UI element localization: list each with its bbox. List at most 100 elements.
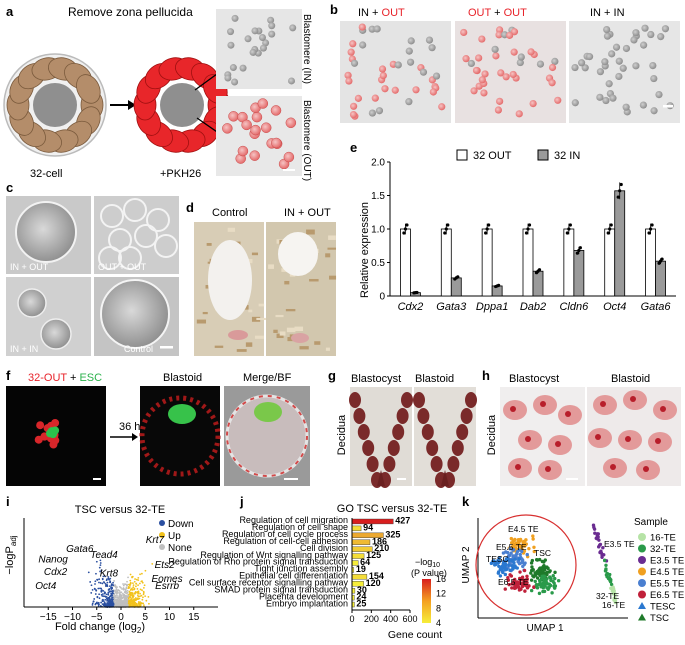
implantation-site <box>595 434 601 440</box>
i-point <box>140 580 143 583</box>
i-point <box>121 599 124 602</box>
i-point <box>114 602 116 604</box>
i-point <box>98 593 101 596</box>
i-point <box>129 581 132 584</box>
out-cell <box>529 99 537 108</box>
blastocyst-control <box>100 279 170 349</box>
e-data-point <box>565 231 569 235</box>
k-point <box>535 558 540 562</box>
e-data-point <box>616 195 620 199</box>
i-point <box>101 600 104 603</box>
i-point <box>111 600 114 603</box>
out-cell <box>378 65 387 73</box>
j-category-label: Regulation of Wnt signalling pathway <box>200 550 348 560</box>
label-blastomere-in: Blastomere (IN) <box>301 14 312 84</box>
k-point <box>531 537 535 541</box>
i-point <box>140 572 143 575</box>
e-data-point <box>606 231 610 235</box>
panel-a: a Remove zona pellucida 32-cell +PKH26 B… <box>3 4 312 181</box>
k-point <box>537 578 542 583</box>
e-data-point <box>650 223 654 227</box>
in-cell <box>649 61 657 70</box>
k-point <box>519 587 523 591</box>
j-value-label: 30 <box>357 585 367 595</box>
esc-cell-green <box>46 429 55 438</box>
bedding-chip <box>254 335 264 339</box>
j-category-label: Epithelial cell differentiation <box>239 571 348 581</box>
out-cell <box>391 86 399 94</box>
i-point <box>136 594 139 597</box>
i-point <box>137 576 140 579</box>
k-legend-label: TESC <box>650 602 675 613</box>
i-point <box>131 591 133 594</box>
k-ylabel: UMAP 2 <box>461 546 472 583</box>
i-point <box>100 593 103 596</box>
k-point <box>516 560 520 564</box>
e-data-point <box>456 275 460 279</box>
i-point <box>109 595 112 597</box>
i-gene-label: Eomes <box>152 574 183 585</box>
j-x-tick-label: 400 <box>383 614 398 624</box>
k-point <box>596 545 601 549</box>
in-cell <box>655 90 663 99</box>
e-data-point <box>446 223 450 227</box>
k-point <box>529 561 534 565</box>
k-point <box>529 578 534 582</box>
out-cell <box>350 102 358 110</box>
k-point <box>535 586 540 590</box>
k-legend-marker <box>638 556 646 564</box>
k-point <box>595 532 600 536</box>
i-point <box>99 582 102 584</box>
i-point <box>100 587 103 590</box>
j-category-label: Regulation of cell-cell adhesion <box>223 536 348 546</box>
i-point <box>110 586 112 589</box>
i-point <box>103 602 106 605</box>
arrow-a1-head <box>128 100 136 110</box>
label-d-control: Control <box>212 207 247 219</box>
k-point <box>543 581 548 585</box>
in-cell <box>647 30 655 39</box>
i-gene-label: Gata6 <box>66 544 94 555</box>
in-cell <box>350 59 359 67</box>
legend-swatch-32in <box>537 149 549 161</box>
k-xlabel: UMAP 1 <box>526 623 563 634</box>
i-point <box>112 590 115 592</box>
i-point <box>98 566 101 569</box>
i-point <box>129 579 132 582</box>
scale-bar-h <box>566 478 578 480</box>
i-point <box>127 594 130 597</box>
e-data-point <box>403 227 408 231</box>
scale-bar-a <box>283 169 295 171</box>
k-point <box>507 554 511 558</box>
i-point <box>142 602 145 605</box>
legend-label-32out: 32 OUT <box>473 150 512 162</box>
j-colorbar-tick-label: 4 <box>436 618 441 628</box>
bedding-chip <box>284 280 290 285</box>
decidua-swelling <box>430 456 443 472</box>
in-cell <box>639 101 647 109</box>
i-xlabel: Fold change (log2) <box>55 621 145 635</box>
k-point <box>493 560 498 564</box>
j-category-label: Regulation of Rho protein signal transdu… <box>168 557 348 567</box>
i-point <box>123 599 126 601</box>
in-cell <box>268 30 276 38</box>
k-point <box>599 549 603 553</box>
i-point <box>126 584 128 587</box>
i-point <box>139 601 142 603</box>
panel-d: d Control IN + OUT <box>186 200 337 356</box>
merge-red-ring <box>226 395 308 477</box>
k-point <box>509 536 514 541</box>
i-gene-label: Ets2 <box>155 560 175 571</box>
i-point <box>104 583 107 585</box>
e-category-label: Gata6 <box>641 301 672 313</box>
i-point <box>132 586 135 589</box>
e-data-point <box>444 227 448 231</box>
k-point <box>523 589 527 593</box>
e-bar <box>532 270 544 297</box>
i-point <box>137 591 140 594</box>
out-cell-red <box>34 435 43 444</box>
in-cell <box>615 72 623 81</box>
i-point <box>94 580 97 583</box>
decidua-swelling <box>417 408 430 424</box>
k-point <box>533 579 537 584</box>
